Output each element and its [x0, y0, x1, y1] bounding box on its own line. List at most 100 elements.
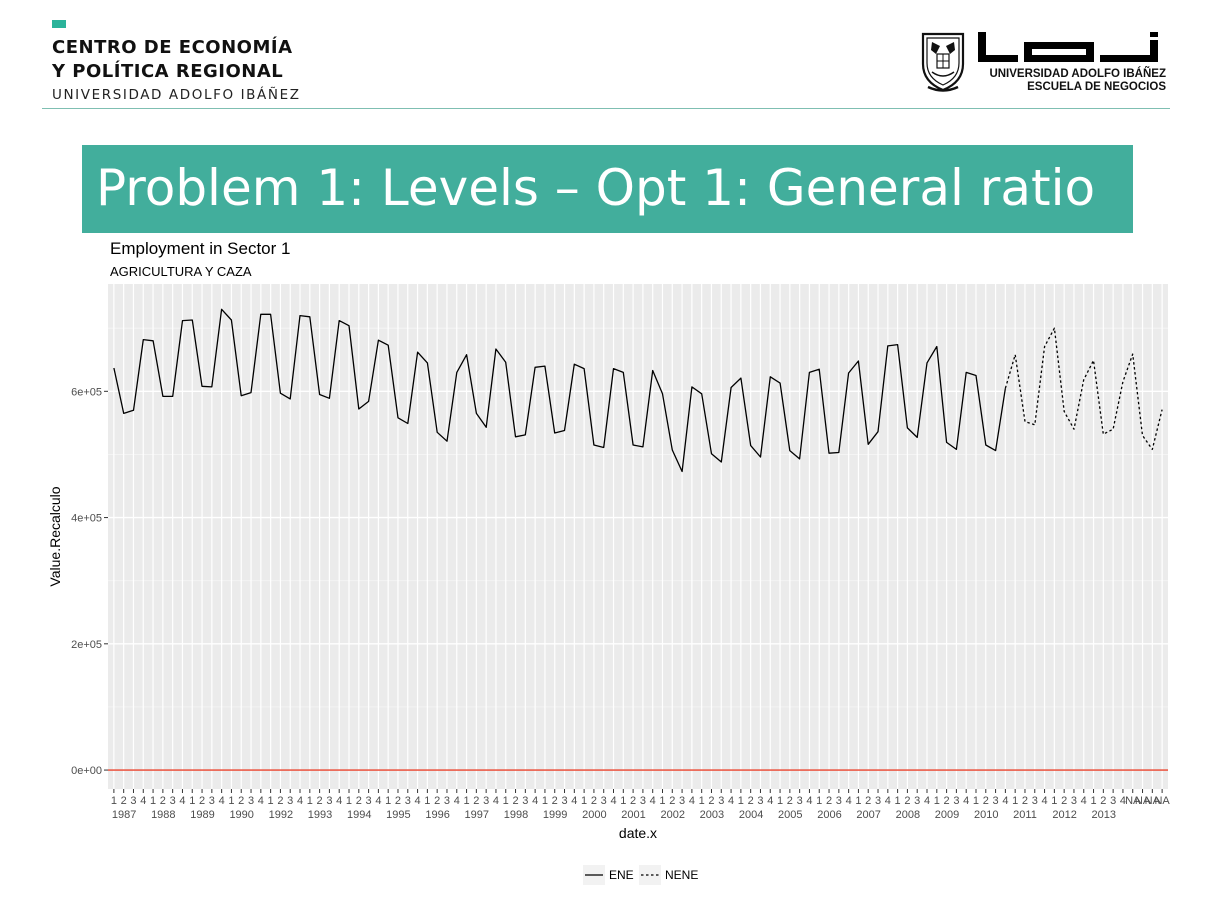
year-label: 2012 [1052, 809, 1076, 821]
x-tick-label: 1 [1051, 795, 1057, 807]
series-line-nene [1004, 327, 1163, 451]
x-tick-label: 4 [1002, 795, 1008, 807]
year-label: 1992 [269, 809, 293, 821]
x-tick-label: 2 [983, 795, 989, 807]
x-tick-label: 3 [679, 795, 685, 807]
x-tick-label: 3 [640, 795, 646, 807]
x-tick-label: 4 [1081, 795, 1087, 807]
x-tick-label: 2 [1022, 795, 1028, 807]
slide-title-bar: Problem 1: Levels – Opt 1: General ratio [82, 145, 1133, 233]
x-tick-label: 4 [650, 795, 656, 807]
x-tick-label: 2 [356, 795, 362, 807]
x-tick-label: 2 [748, 795, 754, 807]
year-label: 2009 [935, 809, 959, 821]
x-tick-label: 4 [297, 795, 303, 807]
year-label: 1989 [190, 809, 214, 821]
x-tick-label: 2 [121, 795, 127, 807]
x-tick-label: 4 [258, 795, 264, 807]
x-tick-label: 3 [287, 795, 293, 807]
year-label: 2010 [974, 809, 998, 821]
slide-title: Problem 1: Levels – Opt 1: General ratio [96, 159, 1096, 217]
x-tick-label: 4 [885, 795, 891, 807]
x-tick-label: 4 [1120, 795, 1126, 807]
x-tick-label: 2 [826, 795, 832, 807]
x-tick-label: 1 [503, 795, 509, 807]
x-tick-label: 2 [160, 795, 166, 807]
x-tick-label: 2 [1100, 795, 1106, 807]
x-tick-label: 4 [454, 795, 460, 807]
x-tick-label: 1 [346, 795, 352, 807]
x-tick-label: 3 [366, 795, 372, 807]
y-tick-label: 2e+05 [71, 639, 102, 651]
x-tick-label: 1 [228, 795, 234, 807]
x-tick-label: 4 [179, 795, 185, 807]
y-tick-label: 0e+00 [71, 765, 102, 777]
x-tick-label: 4 [219, 795, 225, 807]
year-label: 2006 [817, 809, 841, 821]
year-label: 1990 [229, 809, 253, 821]
year-label: 1997 [465, 809, 489, 821]
year-label: 1988 [151, 809, 175, 821]
plot-panel [108, 284, 1168, 789]
x-tick-label: 1 [424, 795, 430, 807]
year-label: 1993 [308, 809, 332, 821]
x-tick-label: NA [1135, 795, 1151, 807]
x-tick-label: 4 [767, 795, 773, 807]
x-tick-label: 2 [669, 795, 675, 807]
x-tick-label: 4 [571, 795, 577, 807]
x-tick-label: 4 [1041, 795, 1047, 807]
x-tick-label: 1 [659, 795, 665, 807]
year-label: 2008 [896, 809, 920, 821]
x-tick-label: 3 [483, 795, 489, 807]
x-tick-label: 4 [415, 795, 421, 807]
x-tick-label: 1 [699, 795, 705, 807]
x-tick-label: 1 [895, 795, 901, 807]
year-label: 1999 [543, 809, 567, 821]
university-crest-icon [921, 32, 965, 92]
x-tick-label: 2 [552, 795, 558, 807]
logo-accent-bar [52, 20, 66, 28]
x-tick-label: 3 [836, 795, 842, 807]
x-tick-label: 3 [130, 795, 136, 807]
x-tick-label: 2 [277, 795, 283, 807]
legend-label-ene: ENE [609, 868, 634, 882]
uai-line-escuela: ESCUELA DE NEGOCIOS [1027, 81, 1166, 93]
x-tick-label: 3 [718, 795, 724, 807]
x-tick-label: 3 [326, 795, 332, 807]
x-tick-label: 3 [248, 795, 254, 807]
x-tick-label: 4 [610, 795, 616, 807]
x-tick-label: 2 [865, 795, 871, 807]
x-tick-label: 1 [973, 795, 979, 807]
year-label: 1998 [504, 809, 528, 821]
year-label: 2004 [739, 809, 763, 821]
x-tick-label: 3 [1110, 795, 1116, 807]
year-label: 2001 [621, 809, 645, 821]
x-tick-label: 2 [630, 795, 636, 807]
x-tick-label: 4 [728, 795, 734, 807]
x-tick-label: 4 [336, 795, 342, 807]
x-tick-label: 1 [620, 795, 626, 807]
x-axis-title: date.x [619, 825, 657, 841]
year-label: 1996 [425, 809, 449, 821]
y-tick-label: 4e+05 [71, 513, 102, 525]
x-tick-label: 2 [787, 795, 793, 807]
x-tick-label: 1 [581, 795, 587, 807]
x-tick-label: 1 [111, 795, 117, 807]
uai-line-universidad: UNIVERSIDAD ADOLFO IBÁÑEZ [989, 68, 1166, 80]
x-tick-label: 1 [268, 795, 274, 807]
x-tick-label: 2 [708, 795, 714, 807]
year-label: 1987 [112, 809, 136, 821]
x-tick-label: 1 [307, 795, 313, 807]
x-tick-label: 1 [777, 795, 783, 807]
uai-wordmark-icon [978, 32, 1158, 62]
x-tick-label: 1 [934, 795, 940, 807]
x-tick-label: 4 [846, 795, 852, 807]
year-label: 2000 [582, 809, 606, 821]
x-tick-label: 3 [522, 795, 528, 807]
x-tick-label: 2 [591, 795, 597, 807]
x-tick-label: 1 [189, 795, 195, 807]
x-tick-label: 3 [757, 795, 763, 807]
x-tick-label: 4 [532, 795, 538, 807]
x-tick-label: NA [1154, 795, 1170, 807]
